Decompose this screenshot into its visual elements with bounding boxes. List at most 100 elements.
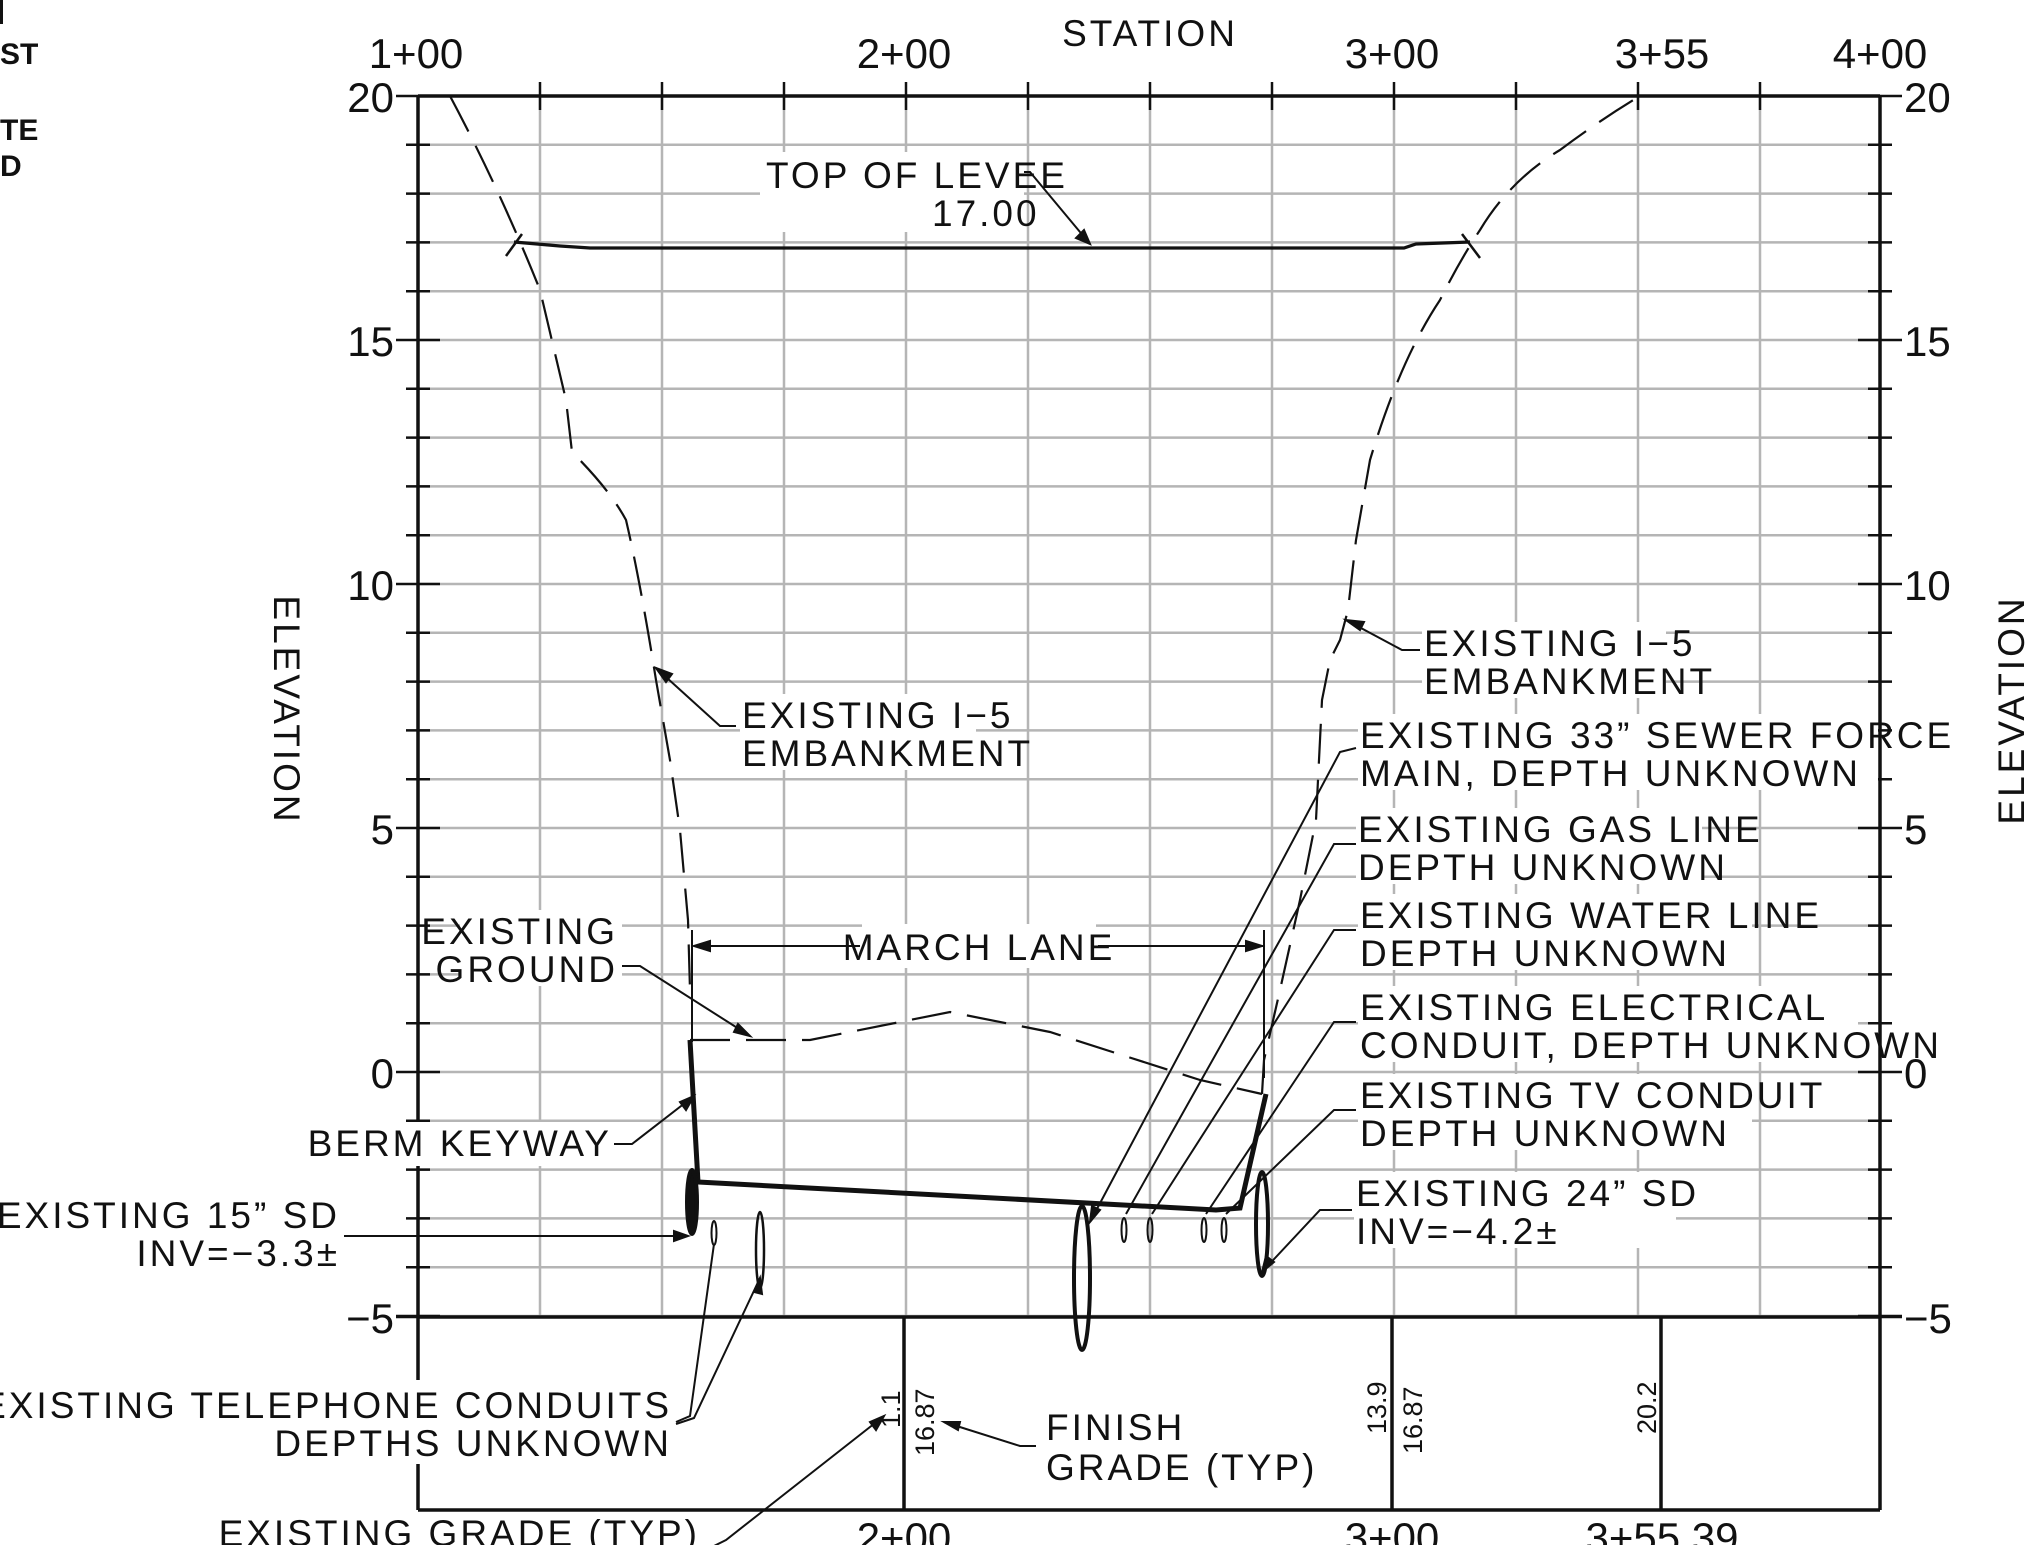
electrical-conduit-symbol [1200, 1217, 1208, 1243]
label-sd24-2: INV=−4.2± [1356, 1211, 1560, 1252]
label-tv-1: EXISTING TV CONDUIT [1360, 1075, 1825, 1116]
keyway-outline [687, 1039, 1269, 1213]
leader-telephone-1 [675, 1243, 715, 1423]
bottom-station-2-00: 2+00 [857, 1514, 952, 1545]
utility-symbols [685, 1168, 1270, 1352]
right-elev-15: 15 [1904, 318, 1951, 365]
existing-ground-line [690, 1010, 1263, 1096]
grade-value-existing-3-00: 13.9 [1362, 1381, 1392, 1434]
arrow-top-of-levee [1074, 228, 1092, 246]
tv-conduit-symbol [1220, 1217, 1228, 1243]
sd24-pipe-symbol [1254, 1170, 1270, 1278]
left-elev-0: 0 [371, 1050, 394, 1097]
left-embankment-line [449, 95, 692, 991]
left-elev-15: 15 [347, 318, 394, 365]
grade-value-3-55: 20.2 [1632, 1381, 1662, 1434]
right-elev-20: 20 [1904, 74, 1951, 121]
leader-embankment-right [1345, 619, 1420, 651]
station-label-4-00: 4+00 [1833, 30, 1928, 77]
station-labels: STATION 1+00 2+00 3+00 3+55 4+00 [369, 13, 1928, 77]
label-bg-electrical [1358, 986, 1858, 1062]
label-embankment-left-2: EMBANKMENT [742, 733, 1033, 774]
leader-electrical [1205, 1021, 1356, 1215]
march-lane-arrow-right [1245, 939, 1266, 953]
label-sd15-1: EXISTING 15” SD [0, 1195, 340, 1236]
bottom-station-3-55-39: 3+55.39 [1586, 1514, 1739, 1545]
left-elev-5: 5 [371, 806, 394, 853]
berm-keyway-profile [687, 1039, 1269, 1213]
label-bg-top-of-levee [760, 152, 1024, 232]
leader-water [1151, 929, 1356, 1215]
label-bg-embankment-left [740, 694, 976, 770]
arrow-telephone-2 [752, 1274, 764, 1296]
right-elev-0: 0 [1904, 1050, 1927, 1097]
label-embankment-right-2: EMBANKMENT [1424, 661, 1715, 702]
levee-crest-end-right [1461, 233, 1481, 259]
label-bg-telephone [100, 1380, 674, 1464]
label-bg-sewer [1358, 714, 1878, 790]
right-elev-10: 10 [1904, 562, 1951, 609]
right-elevation-labels: 20 15 10 5 0 −5 [1904, 74, 1952, 1342]
fragment-bar [0, 0, 3, 24]
bottom-station-3-00: 3+00 [1345, 1514, 1440, 1545]
label-bg-water [1358, 894, 1752, 970]
cropped-title-fragment: ST TE D [0, 0, 38, 183]
label-finish-grade-1: FINISH [1046, 1407, 1185, 1448]
label-sd15-2: INV=−3.3± [136, 1233, 340, 1274]
leader-lines [304, 171, 1420, 1545]
label-telephone-1: EXISTING TELEPHONE CONDUITS [0, 1385, 672, 1426]
label-embankment-left-1: EXISTING I−5 [742, 695, 1013, 736]
label-electrical-1: EXISTING ELECTRICAL [1360, 987, 1828, 1028]
telephone-conduit-symbol-1 [710, 1220, 718, 1246]
station-axis-title: STATION [1062, 13, 1238, 54]
label-embankment-right-1: EXISTING I−5 [1424, 623, 1695, 664]
label-march-lane: MARCH LANE [843, 927, 1116, 968]
leader-existing-grade [713, 1415, 885, 1545]
leader-embankment-left [655, 667, 736, 727]
fragment-line-3: D [0, 150, 22, 183]
label-bg-gas [1356, 808, 1702, 884]
label-bg-march-lane [862, 924, 1096, 968]
top-of-levee-line [504, 233, 1481, 259]
leader-sd24 [1261, 1209, 1352, 1273]
label-bg-tv [1358, 1074, 1752, 1150]
march-lane-arrow-left [690, 939, 711, 953]
leader-sewer [1089, 747, 1357, 1223]
arrow-embankment-right [1342, 618, 1366, 632]
right-elev-minus-5: −5 [1904, 1295, 1952, 1342]
arrow-finish-grade [940, 1421, 962, 1432]
right-ground-connection [1260, 95, 1641, 1095]
label-gas-2: DEPTH UNKNOWN [1358, 847, 1728, 888]
grade-value-existing-2-00: 1.1 [876, 1390, 906, 1428]
label-existing-grade: EXISTING GRADE (TYP) [219, 1513, 700, 1545]
station-label-3-55: 3+55 [1615, 30, 1710, 77]
label-existing-ground-2: GROUND [436, 949, 618, 990]
label-water-1: EXISTING WATER LINE [1360, 895, 1822, 936]
label-sewer-2: MAIN, DEPTH UNKNOWN [1360, 753, 1861, 794]
sd15-pipe-symbol [685, 1168, 699, 1236]
label-bg-sd24 [1354, 1172, 1676, 1248]
gas-line-symbol [1120, 1217, 1128, 1243]
label-bg-embankment-right [1422, 622, 1666, 698]
label-finish-grade-2: GRADE (TYP) [1046, 1447, 1317, 1488]
arrow-existing-grade [868, 1413, 887, 1432]
left-elev-10: 10 [347, 562, 394, 609]
label-berm-keyway: BERM KEYWAY [308, 1123, 612, 1164]
right-elevation-title: ELEVATION [1991, 595, 2032, 824]
label-bg-berm-keyway [356, 1122, 614, 1166]
left-elevation-title: ELEVATION [266, 595, 307, 824]
leader-gas [1125, 843, 1356, 1215]
left-elevation-labels: 20 15 10 5 0 −5 [346, 74, 394, 1342]
leader-tv [1225, 1109, 1356, 1215]
arrow-sd15 [673, 1229, 691, 1243]
station-label-2-00: 2+00 [857, 30, 952, 77]
arrow-sewer [1088, 1204, 1102, 1226]
label-existing-ground-1: EXISTING [421, 911, 618, 952]
fragment-line-1: ST [0, 38, 38, 71]
label-gas-1: EXISTING GAS LINE [1358, 809, 1763, 850]
station-label-1-00: 1+00 [369, 30, 464, 77]
label-water-2: DEPTH UNKNOWN [1360, 933, 1730, 974]
bottom-station-labels: 2+00 3+00 3+55.39 [857, 1514, 1739, 1545]
label-bg-existing-ground [460, 910, 622, 986]
